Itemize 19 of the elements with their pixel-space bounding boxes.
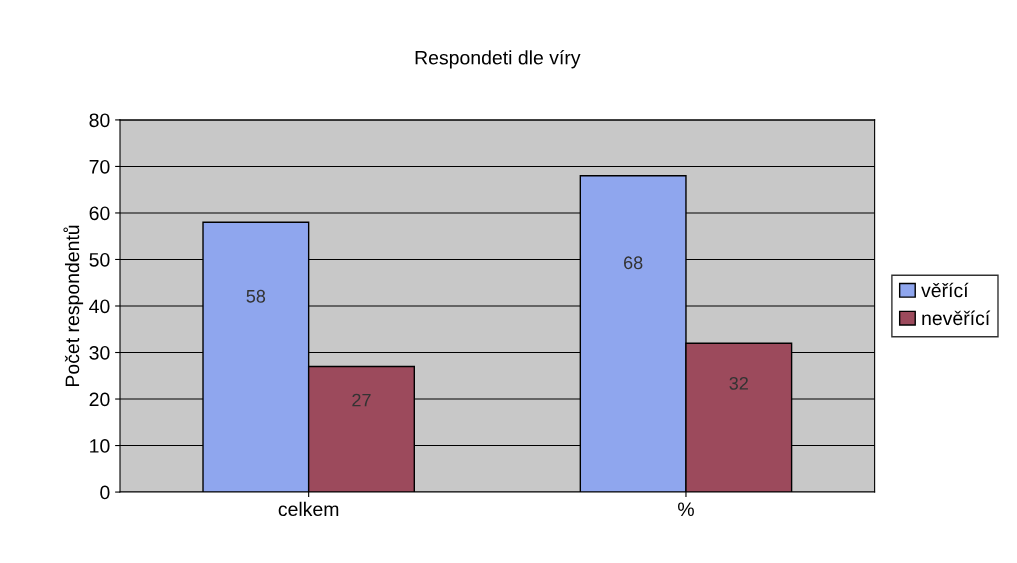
x-tick-label: celkem	[278, 501, 339, 517]
y-tick-label: 80	[89, 113, 110, 128]
y-tick-label: 0	[100, 485, 110, 500]
y-axis-title: Počet respondentů	[63, 225, 84, 387]
legend-label: věřící	[921, 282, 969, 298]
y-tick-label: 40	[89, 299, 110, 314]
chart-title: Respondeti dle víry	[415, 50, 581, 69]
y-tick-label: 20	[89, 392, 110, 407]
data-label: 27	[352, 393, 371, 407]
y-tick-label: 60	[89, 206, 110, 221]
y-tick-label: 10	[90, 439, 110, 453]
data-label: 32	[729, 376, 748, 390]
y-tick-label: 50	[89, 252, 110, 267]
y-tick-label: 30	[89, 345, 110, 360]
x-tick-label: %	[678, 502, 694, 516]
legend-label: nevěřící	[922, 310, 991, 326]
data-label: 58	[246, 289, 266, 303]
y-tick-label: 70	[89, 159, 110, 174]
data-label: 68	[624, 256, 643, 270]
